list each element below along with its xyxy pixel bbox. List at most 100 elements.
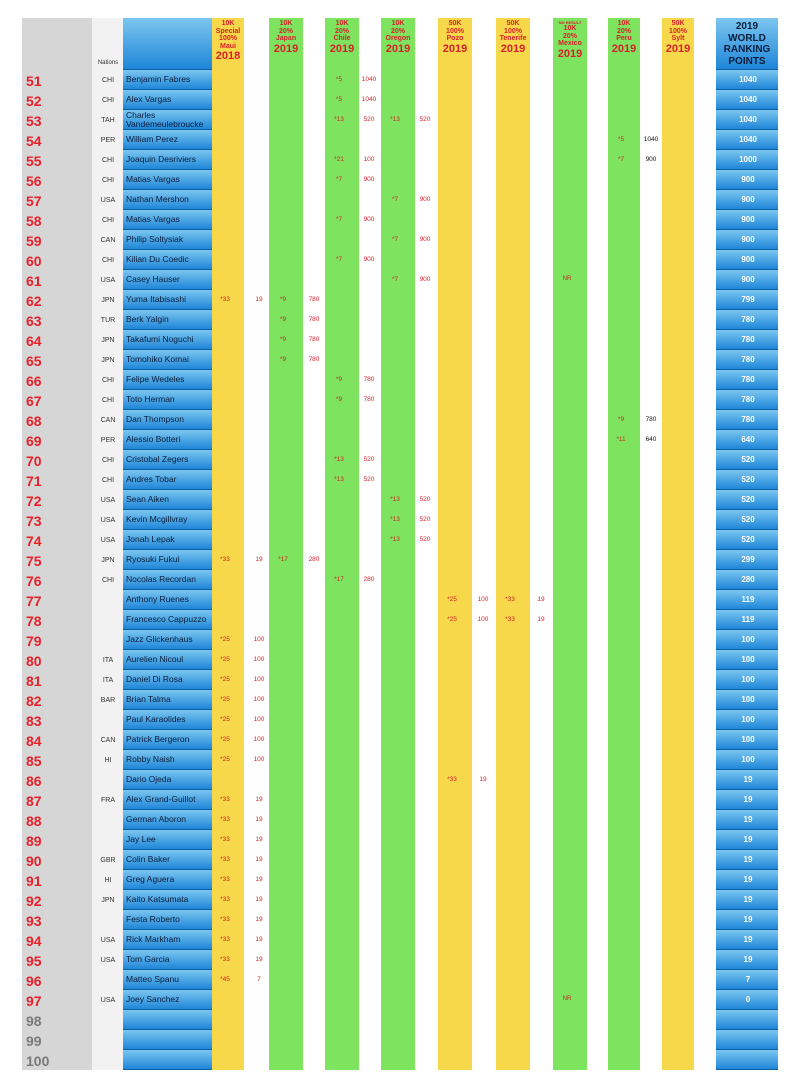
sailor-name: Philip Soltysiak — [126, 234, 184, 244]
rank-number: 71 — [26, 473, 42, 489]
total-cell-bg — [716, 170, 778, 190]
nation-code: JPN — [101, 557, 115, 564]
result-position: *13 — [390, 516, 400, 523]
table-row — [0, 910, 800, 930]
name-cell-bg — [123, 270, 212, 290]
total-points: 100 — [741, 735, 755, 744]
sailor-name: Nathan Mershon — [126, 194, 189, 204]
total-cell-bg — [716, 970, 778, 990]
result-points: 100 — [253, 676, 265, 683]
table-row — [0, 1010, 800, 1030]
sailor-name: Felipe Wedeles — [126, 374, 185, 384]
result-position: *7 — [391, 236, 399, 243]
event-column-strip — [269, 18, 303, 1070]
ranking-title-line: POINTS — [728, 55, 766, 67]
result-points: 100 — [253, 636, 265, 643]
event-year-label: 2019 — [500, 42, 526, 55]
sailor-name: Yuma Itabisashi — [126, 294, 187, 304]
event-year-label: 2019 — [329, 42, 355, 55]
result-position: *13 — [390, 496, 400, 503]
rank-number: 96 — [26, 973, 42, 989]
event-year-label: 2019 — [273, 42, 299, 55]
event-name-label: Tenerife — [499, 35, 527, 42]
total-points: 100 — [741, 655, 755, 664]
result-points: 1040 — [361, 96, 377, 103]
total-cell-bg — [716, 770, 778, 790]
name-cell-bg — [123, 390, 212, 410]
result-points: 100 — [253, 696, 265, 703]
total-cell-bg — [716, 510, 778, 530]
total-cell-bg — [716, 110, 778, 130]
result-points: 1040 — [643, 136, 659, 143]
result-position: *5 — [335, 96, 343, 103]
total-points: 900 — [741, 255, 755, 264]
rank-number: 52 — [26, 93, 42, 109]
nation-code: CHI — [101, 477, 115, 484]
total-cell-bg — [716, 470, 778, 490]
event-type-label: 10K — [391, 20, 405, 27]
result-position: *13 — [334, 456, 344, 463]
sailor-name: Jonah Lepak — [126, 534, 175, 544]
rank-number: 91 — [26, 873, 42, 889]
result-points: 520 — [419, 536, 431, 543]
sailor-name: Dan Thompson — [126, 414, 184, 424]
total-cell-bg — [716, 330, 778, 350]
event-header: 10K 20% Oregon 2019 — [377, 20, 419, 70]
nation-code: CHI — [101, 97, 115, 104]
sailor-name: Benjamin Fabres — [126, 74, 191, 84]
rank-number: 77 — [26, 593, 42, 609]
nation-code: USA — [100, 277, 116, 284]
sailor-name: Sean Aiken — [126, 494, 170, 504]
total-cell-bg — [716, 550, 778, 570]
total-points: 1000 — [739, 155, 757, 164]
sailor-name: Joey Sanchez — [126, 994, 180, 1004]
rank-number: 87 — [26, 793, 42, 809]
result-points: 19 — [255, 296, 263, 303]
total-cell-bg — [716, 1010, 778, 1030]
name-cell-bg — [123, 630, 212, 650]
result-position: *9 — [279, 356, 287, 363]
rank-number: 86 — [26, 773, 42, 789]
event-scale-label: 20% — [616, 27, 631, 35]
total-cell-bg — [716, 990, 778, 1010]
table-row — [0, 1050, 800, 1070]
name-cell-bg — [123, 430, 212, 450]
result-points: 100 — [477, 616, 489, 623]
nations-header-label: Nations — [97, 60, 119, 66]
result-position: *17 — [278, 556, 288, 563]
result-points: 900 — [419, 276, 431, 283]
result-position: *25 — [220, 676, 230, 683]
result-position: *33 — [447, 776, 457, 783]
result-position: *7 — [335, 216, 343, 223]
name-cell-bg — [123, 530, 212, 550]
total-cell-bg — [716, 430, 778, 450]
rank-number: 57 — [26, 193, 42, 209]
total-cell-bg — [716, 750, 778, 770]
event-column-strip — [381, 18, 415, 1070]
name-cell-bg — [123, 210, 212, 230]
total-points: 19 — [743, 875, 753, 884]
result-position: *25 — [220, 636, 230, 643]
event-column-strip — [325, 18, 359, 1070]
name-cell-bg — [123, 810, 212, 830]
nation-code: TUR — [100, 317, 116, 324]
total-points: 100 — [741, 755, 755, 764]
result-position: *7 — [335, 176, 343, 183]
total-points: 0 — [745, 995, 751, 1004]
nation-code: CAN — [100, 417, 116, 424]
name-cell-bg — [123, 190, 212, 210]
result-points: 520 — [363, 456, 375, 463]
sailor-name: Jazz Glickenhaus — [126, 634, 193, 644]
total-points: 799 — [741, 295, 755, 304]
result-position: *11 — [616, 436, 626, 443]
name-cell-bg — [123, 90, 212, 110]
nation-code: CHI — [101, 77, 115, 84]
nation-code: USA — [100, 957, 116, 964]
result-position: *13 — [390, 536, 400, 543]
rank-number: 97 — [26, 993, 42, 1009]
result-points: 19 — [479, 776, 487, 783]
event-name-label: Pozo — [446, 35, 464, 42]
name-cell-bg — [123, 710, 212, 730]
name-cell-bg — [123, 590, 212, 610]
result-points: 640 — [645, 436, 657, 443]
